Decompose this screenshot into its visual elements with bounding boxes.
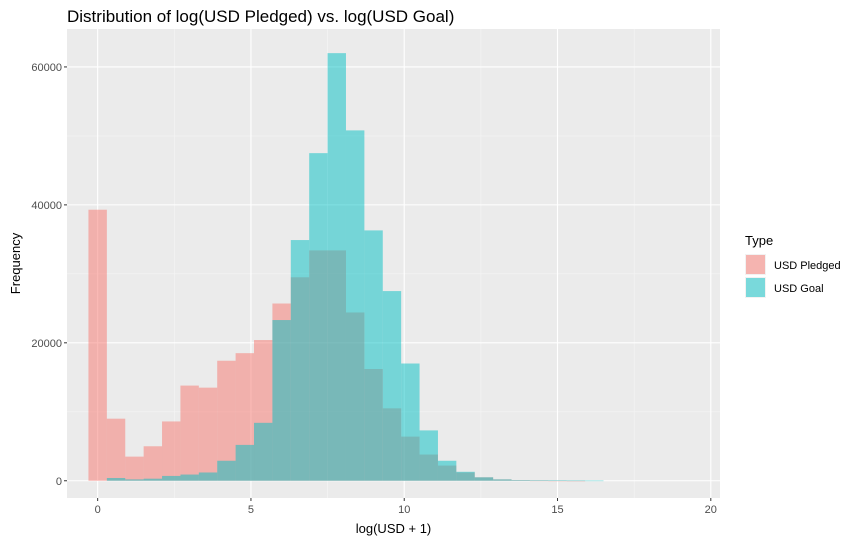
histogram-bar xyxy=(548,480,567,481)
series-usd-goal xyxy=(106,53,604,482)
histogram-bar xyxy=(254,422,273,481)
histogram-bar xyxy=(162,475,181,481)
legend-label: USD Pledged xyxy=(774,260,841,272)
histogram-bar xyxy=(88,209,107,481)
histogram-bar xyxy=(437,460,457,481)
histogram-bar xyxy=(143,478,163,481)
histogram-bar xyxy=(529,480,549,481)
y-tick-label: 20000 xyxy=(31,338,62,350)
x-tick-label: 0 xyxy=(95,504,101,516)
histogram-bar xyxy=(493,479,512,481)
histogram-bar xyxy=(401,363,420,481)
x-axis: 0 5 10 15 20 xyxy=(95,498,717,516)
histogram-bar xyxy=(106,418,126,481)
histogram-bar xyxy=(198,472,218,481)
histogram-bar xyxy=(180,474,199,481)
legend-label: USD Goal xyxy=(774,283,824,295)
y-axis: 0 20000 40000 60000 xyxy=(31,62,67,488)
histogram-bar xyxy=(162,421,181,481)
histogram-bar xyxy=(585,480,604,482)
histogram-bar xyxy=(217,360,236,481)
legend-key xyxy=(746,255,765,274)
histogram-bar xyxy=(143,446,163,481)
histogram-bar xyxy=(235,444,255,481)
x-tick-label: 5 xyxy=(248,504,254,516)
histogram-bar xyxy=(198,387,218,481)
legend: Type USD Pledged USD Goal xyxy=(745,233,841,298)
x-tick-label: 10 xyxy=(398,504,410,516)
histogram-bar xyxy=(290,240,310,481)
y-tick-label: 0 xyxy=(56,476,62,488)
histogram-bar xyxy=(419,430,438,481)
histogram-bar xyxy=(309,153,328,481)
histogram-bar xyxy=(382,291,402,481)
histogram-bar xyxy=(272,320,291,481)
histogram-bar xyxy=(529,480,549,482)
histogram-bar xyxy=(511,480,530,481)
histogram-bar xyxy=(217,460,236,481)
histogram-bar xyxy=(474,477,494,481)
y-tick-label: 40000 xyxy=(31,200,62,212)
y-axis-title: Frequency xyxy=(8,232,23,294)
histogram-bar xyxy=(180,385,199,481)
histogram-bar xyxy=(125,479,144,481)
histogram-bar xyxy=(106,477,126,481)
x-axis-title: log(USD + 1) xyxy=(356,521,432,536)
histogram-bar xyxy=(327,53,346,481)
legend-key xyxy=(746,278,765,297)
histogram-bar xyxy=(566,480,586,482)
histogram-bar xyxy=(364,230,383,481)
x-tick-label: 15 xyxy=(551,504,563,516)
x-tick-label: 20 xyxy=(705,504,717,516)
legend-title: Type xyxy=(745,233,773,248)
chart-title: Distribution of log(USD Pledged) vs. log… xyxy=(67,7,454,26)
histogram-bar xyxy=(548,480,567,482)
histogram-bar xyxy=(345,130,365,481)
histogram-bars xyxy=(88,53,604,482)
histogram-bar xyxy=(456,471,475,481)
y-tick-label: 60000 xyxy=(31,62,62,74)
histogram-bar xyxy=(125,456,144,481)
